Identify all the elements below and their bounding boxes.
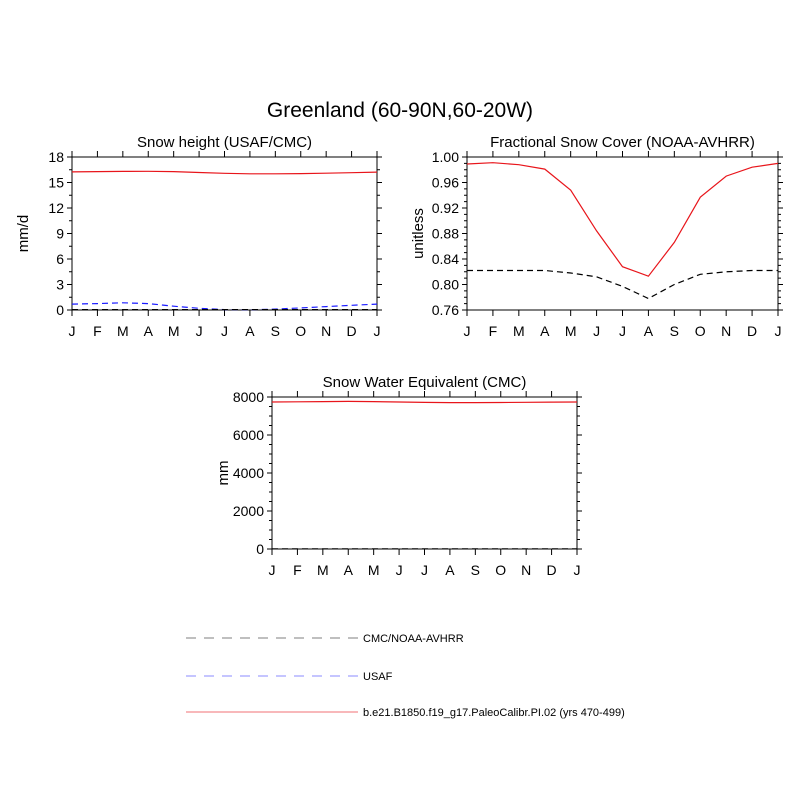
- x-tick-label: J: [593, 323, 600, 339]
- x-tick-label: D: [347, 323, 357, 339]
- y-tick-label: 0.92: [432, 200, 459, 216]
- x-tick-label: N: [521, 562, 531, 578]
- x-tick-label: O: [695, 323, 706, 339]
- x-tick-label: O: [495, 562, 506, 578]
- x-tick-label: A: [644, 323, 654, 339]
- panel-1-frame: [71, 156, 378, 311]
- y-tick-label: 0.88: [432, 226, 459, 242]
- y-tick-label: 3: [56, 277, 64, 293]
- x-tick-label: F: [293, 562, 302, 578]
- y-tick-label: 0.96: [432, 175, 459, 191]
- x-tick-label: F: [489, 323, 498, 339]
- x-tick-label: N: [721, 323, 731, 339]
- legend: CMC/NOAA-AVHRR USAF b.e21.B1850.f19_g17.…: [186, 633, 625, 719]
- y-tick-label: 6000: [233, 427, 264, 443]
- y-tick-label: 1.00: [432, 149, 459, 165]
- x-tick-label: J: [221, 323, 228, 339]
- x-tick-label: J: [775, 323, 782, 339]
- y-tick-label: 2000: [233, 503, 264, 519]
- x-tick-label: A: [445, 562, 455, 578]
- y-tick-label: 4000: [233, 465, 264, 481]
- x-tick-label: F: [93, 323, 102, 339]
- x-tick-label: J: [396, 562, 403, 578]
- legend-entry-model: b.e21.B1850.f19_g17.PaleoCalibr.PI.02 (y…: [186, 707, 625, 719]
- panel-2-ylabel: unitless: [410, 208, 427, 259]
- series-model-line: [271, 400, 578, 404]
- panel-2-frame: [466, 156, 779, 311]
- x-tick-label: A: [540, 323, 550, 339]
- y-tick-label: 12: [48, 200, 64, 216]
- y-tick-label: 9: [56, 226, 64, 242]
- series-model-line: [466, 162, 779, 277]
- x-tick-label: J: [269, 562, 276, 578]
- panel-2-title: Fractional Snow Cover (NOAA-AVHRR): [490, 134, 755, 151]
- y-tick-label: 0.76: [432, 302, 459, 318]
- x-tick-label: D: [747, 323, 757, 339]
- y-tick-label: 0: [56, 302, 64, 318]
- x-tick-label: M: [513, 323, 525, 339]
- legend-entry-cmc: CMC/NOAA-AVHRR: [186, 633, 464, 645]
- x-tick-label: N: [321, 323, 331, 339]
- y-tick-label: 0.80: [432, 277, 459, 293]
- panel-3-title: Snow Water Equivalent (CMC): [323, 374, 527, 391]
- series-model-line: [71, 170, 378, 175]
- x-tick-label: M: [168, 323, 180, 339]
- x-tick-label: M: [317, 562, 329, 578]
- x-tick-label: J: [619, 323, 626, 339]
- x-tick-label: J: [421, 562, 428, 578]
- x-tick-label: J: [464, 323, 471, 339]
- x-tick-label: A: [344, 562, 354, 578]
- y-tick-label: 8000: [233, 389, 264, 405]
- x-tick-label: S: [471, 562, 480, 578]
- y-tick-label: 6: [56, 251, 64, 267]
- series-cmc-line: [467, 269, 778, 300]
- legend-label-cmc: CMC/NOAA-AVHRR: [363, 633, 464, 645]
- panel-3: Snow Water Equivalent (CMC) mm 0 2000 4000 60…: [215, 374, 582, 578]
- x-tick-label: M: [117, 323, 129, 339]
- x-tick-label: J: [374, 323, 381, 339]
- x-tick-label: A: [144, 323, 154, 339]
- x-tick-label: J: [196, 323, 203, 339]
- y-tick-label: 0: [256, 541, 264, 557]
- legend-entry-usaf: USAF: [186, 671, 393, 683]
- x-tick-label: J: [574, 562, 581, 578]
- panel-1-title: Snow height (USAF/CMC): [137, 134, 312, 151]
- y-tick-label: 18: [48, 149, 64, 165]
- x-tick-label: M: [368, 562, 380, 578]
- series-usaf-line: [71, 302, 378, 311]
- panel-3-ylabel: mm: [215, 461, 232, 486]
- figure-title: Greenland (60-90N,60-20W): [267, 99, 533, 122]
- x-tick-label: J: [69, 323, 76, 339]
- y-tick-label: 15: [48, 175, 64, 191]
- x-tick-label: M: [565, 323, 577, 339]
- panel-3-frame: [271, 396, 578, 550]
- panel-1-ylabel: mm/d: [15, 215, 32, 253]
- x-tick-label: A: [245, 323, 255, 339]
- panel-2: Fractional Snow Cover (NOAA-AVHRR) unitle…: [410, 134, 783, 339]
- x-tick-label: D: [547, 562, 557, 578]
- legend-label-model: b.e21.B1850.f19_g17.PaleoCalibr.PI.02 (y…: [363, 707, 625, 719]
- y-tick-label: 0.84: [432, 251, 459, 267]
- legend-label-usaf: USAF: [363, 671, 393, 683]
- x-tick-label: S: [670, 323, 679, 339]
- x-tick-label: O: [295, 323, 306, 339]
- x-tick-label: S: [271, 323, 280, 339]
